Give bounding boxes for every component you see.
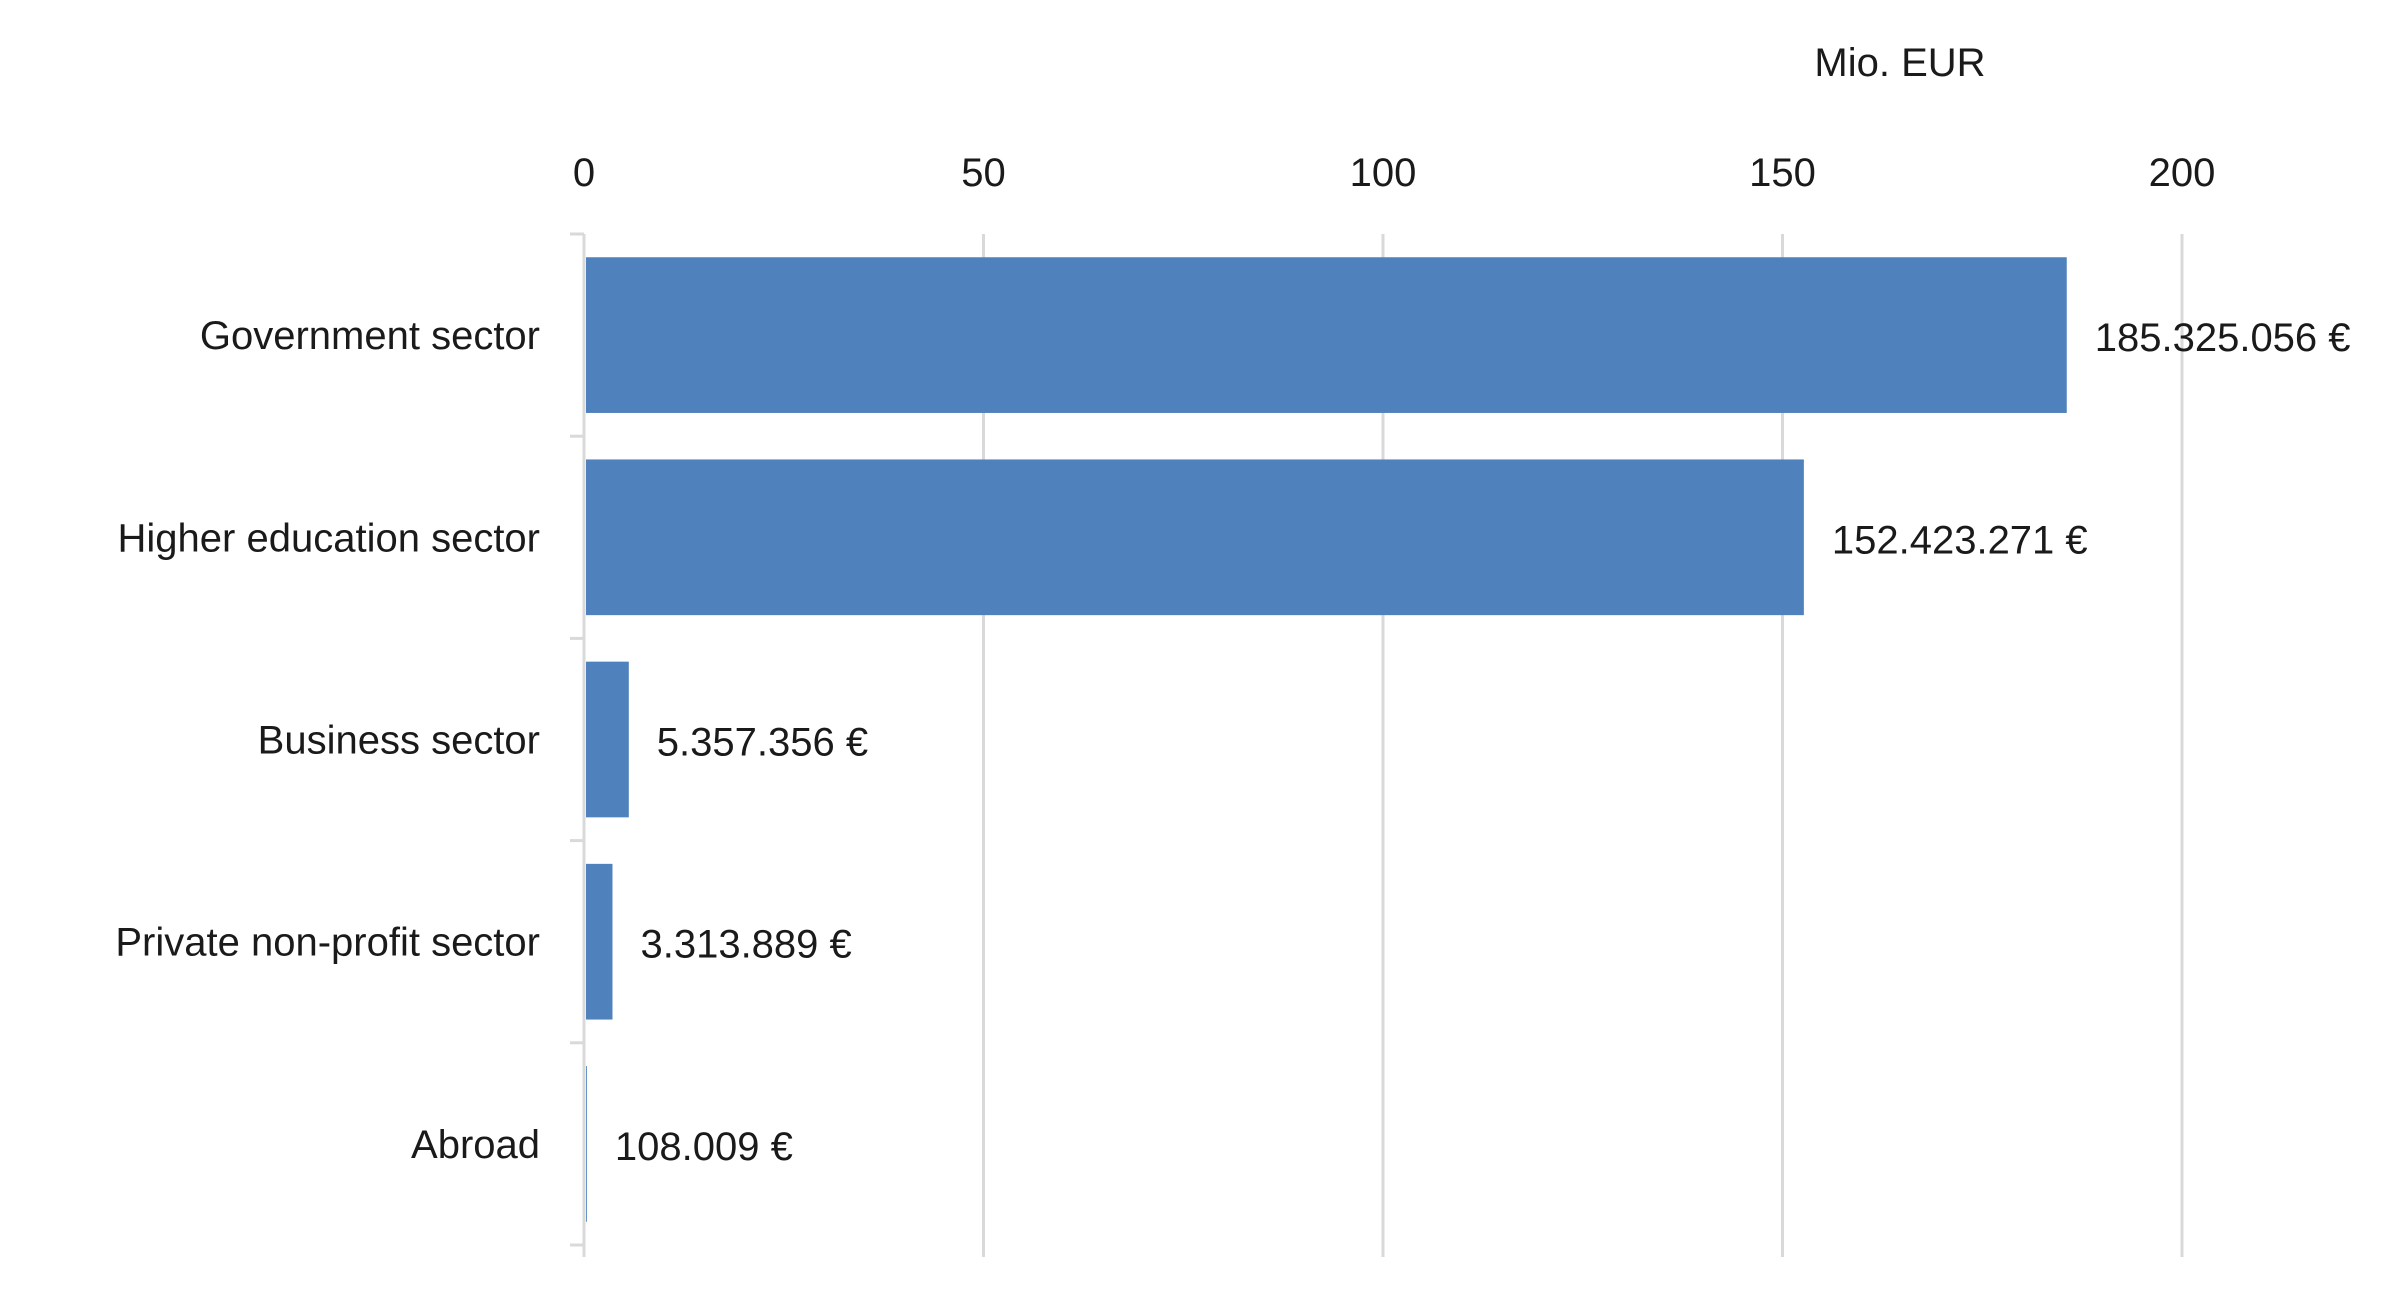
data-label: 185.325.056 €: [2095, 316, 2351, 360]
category-labels: Government sector Higher education sector…: [115, 314, 540, 1167]
category-label: Private non-profit sector: [115, 921, 540, 965]
category-label: Abroad: [411, 1123, 540, 1167]
category-label: Higher education sector: [118, 516, 540, 560]
data-label: 3.313.889 €: [640, 923, 851, 967]
bar: [586, 661, 629, 818]
x-tick-label-150: 150: [1749, 151, 1816, 195]
unit-label: Mio. EUR: [1814, 41, 1985, 85]
bars: [586, 257, 2067, 1222]
x-tick-label-100: 100: [1350, 151, 1417, 195]
data-label: 152.423.271 €: [1832, 518, 2088, 562]
x-tick-label-50: 50: [961, 151, 1006, 195]
bar: [586, 257, 2067, 413]
data-label: 108.009 €: [615, 1125, 793, 1169]
data-label: 5.357.356 €: [657, 721, 868, 765]
data-labels: 185.325.056 € 152.423.271 € 5.357.356 € 3.3…: [615, 316, 2351, 1169]
category-label: Business sector: [258, 719, 540, 763]
category-label: Government sector: [200, 314, 540, 358]
bar: [586, 459, 1804, 616]
x-tick-label-200: 200: [2149, 151, 2216, 195]
bar: [586, 863, 613, 1020]
bar: [586, 1066, 587, 1222]
x-axis-ticks: 0 50 100 150 200: [573, 151, 2216, 195]
x-tick-label-0: 0: [573, 151, 595, 195]
